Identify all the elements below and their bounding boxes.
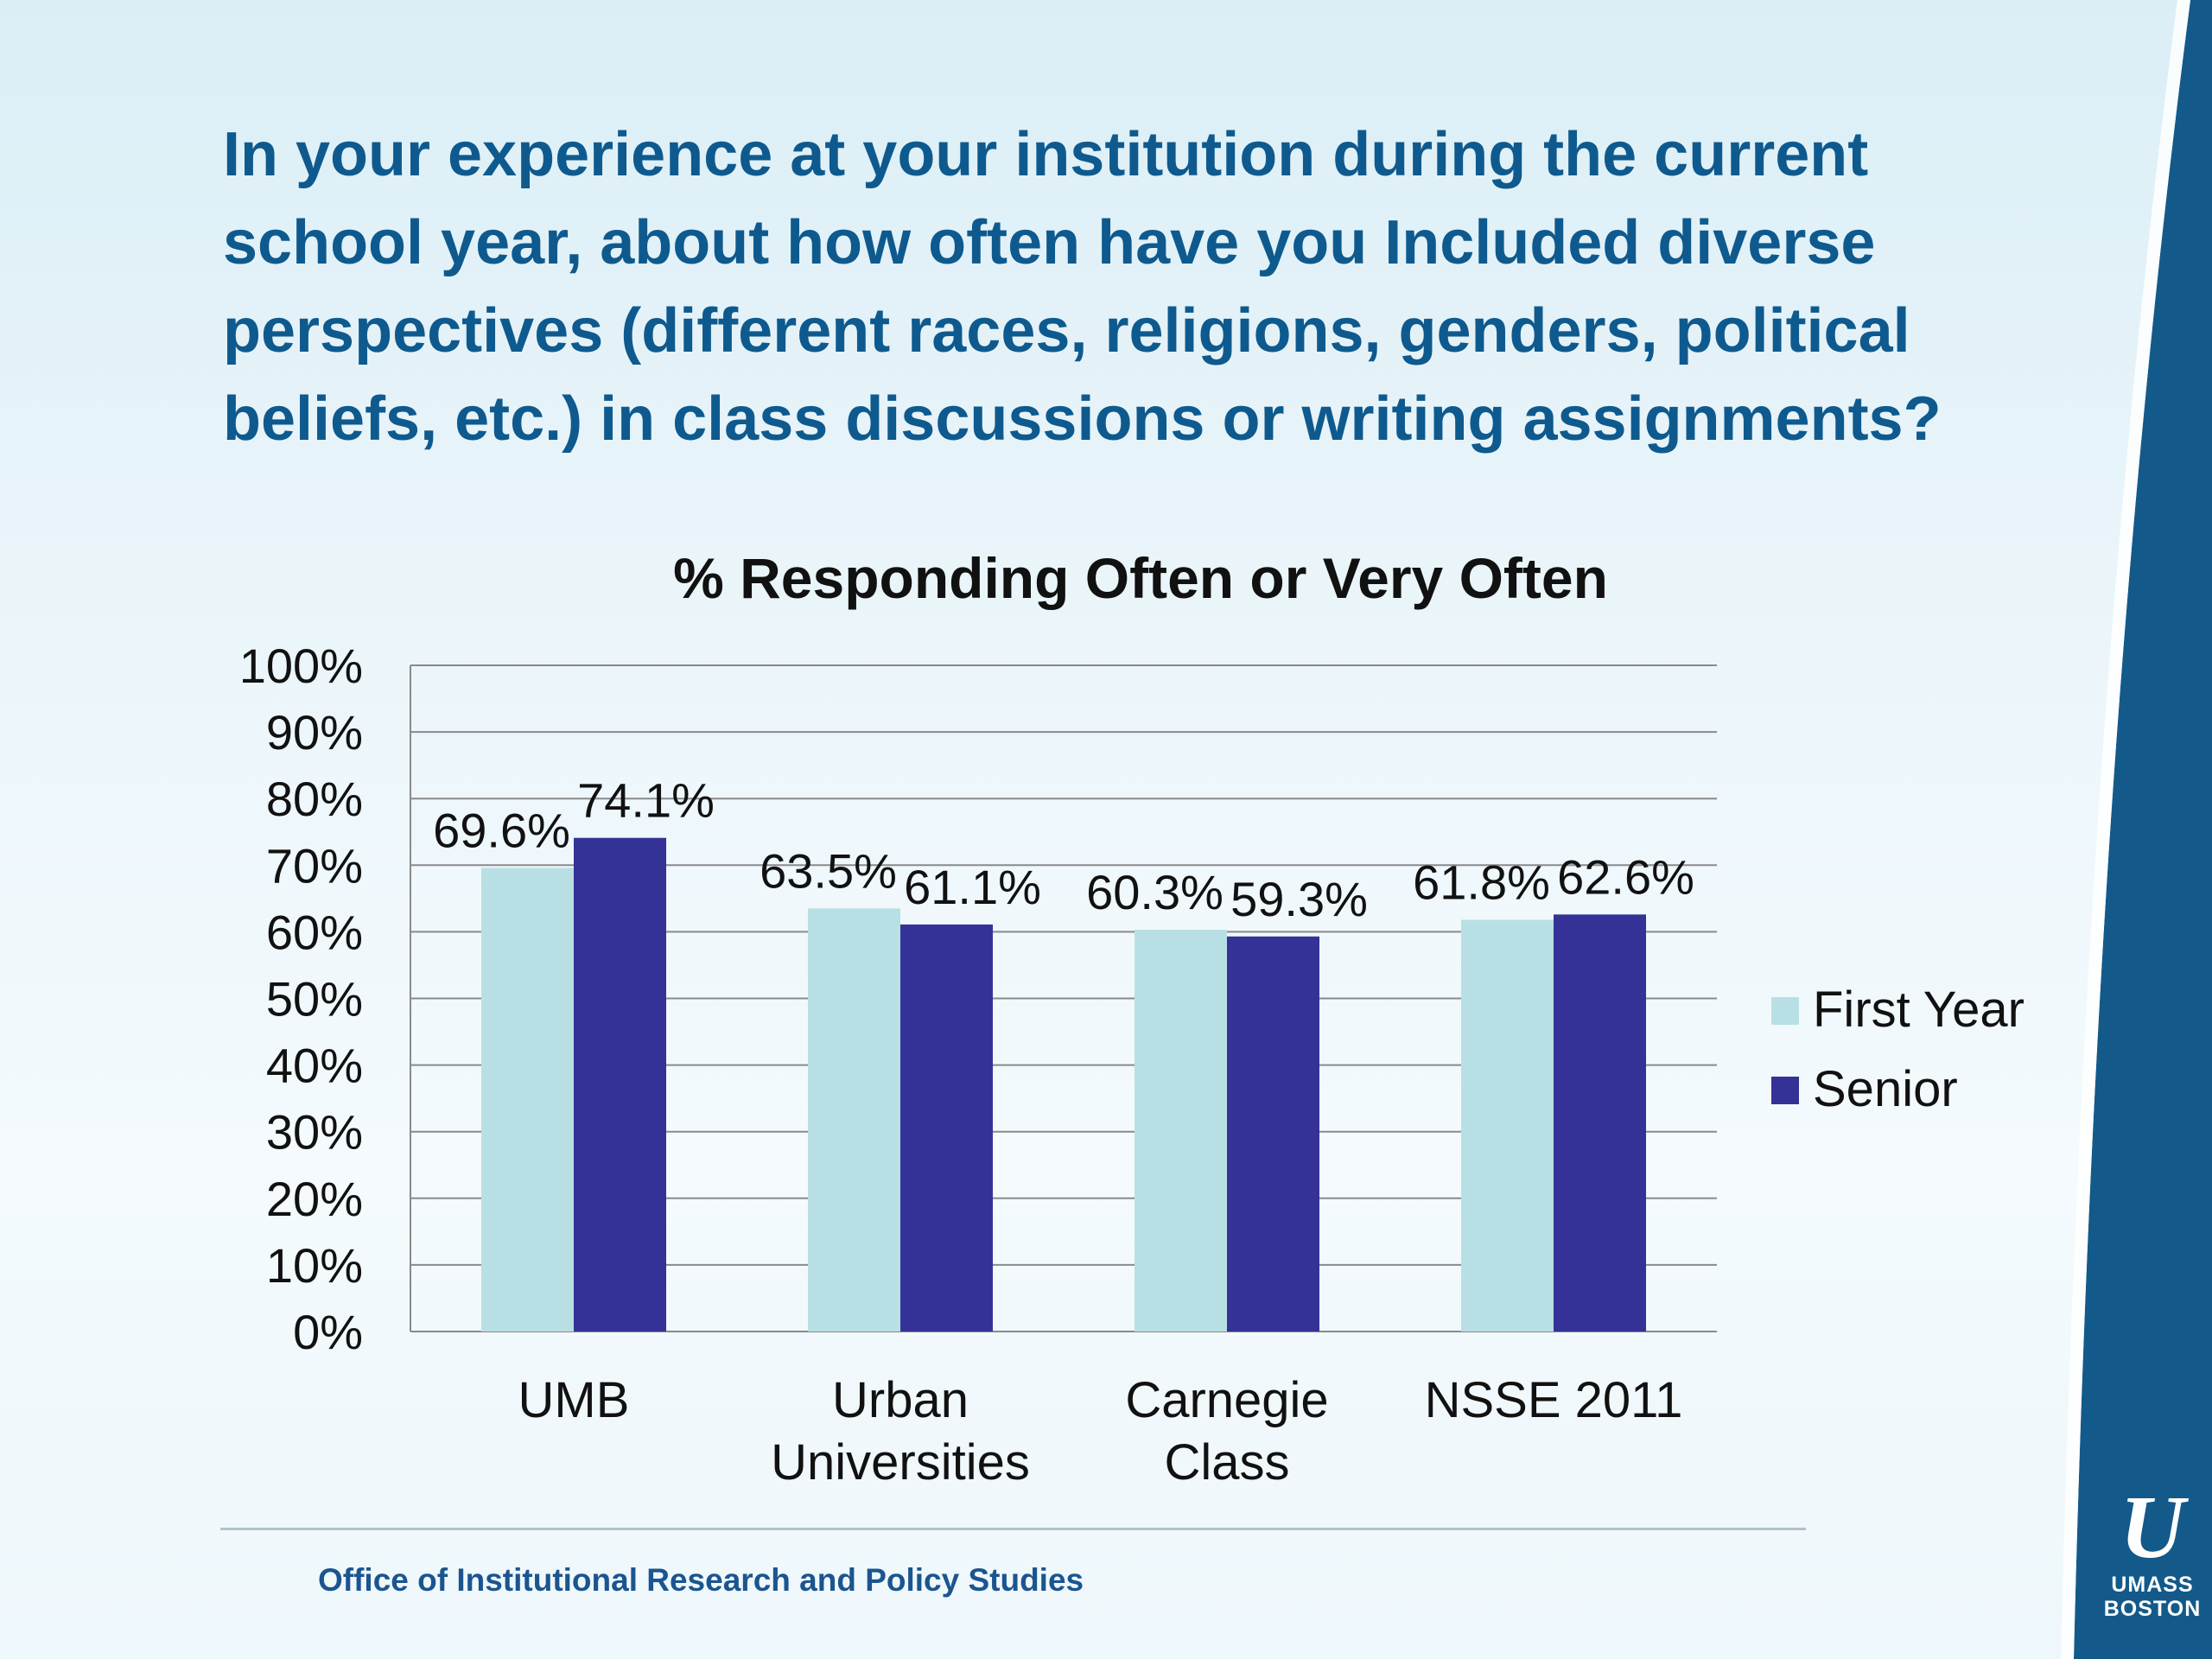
category-label: Universities xyxy=(771,1434,1030,1491)
footer-office-name: Office of Institutional Research and Pol… xyxy=(318,1562,1084,1598)
bar-first-year xyxy=(808,908,900,1332)
y-axis-ticks: 0% 10% 20% 30% 40% 50% 60% 70% 80% 90% 100% xyxy=(239,639,363,1359)
category-label: Urban xyxy=(832,1372,969,1428)
category-label: Carnegie xyxy=(1125,1372,1328,1428)
data-label: 63.5% xyxy=(760,843,897,898)
data-label: 59.3% xyxy=(1230,872,1368,926)
legend-swatch xyxy=(1771,1077,1799,1104)
category-label: NSSE 2011 xyxy=(1425,1372,1683,1428)
y-tick-label: 90% xyxy=(266,705,363,760)
y-tick-label: 30% xyxy=(266,1105,363,1160)
category-label: Class xyxy=(1164,1434,1289,1491)
chart-title: % Responding Often or Very Often xyxy=(673,546,1608,610)
legend-label: First Year xyxy=(1813,982,2024,1038)
data-label: 60.3% xyxy=(1086,865,1224,919)
logo-mark-icon: U xyxy=(2120,1478,2185,1577)
y-tick-label: 80% xyxy=(266,772,363,826)
y-tick-label: 0% xyxy=(293,1305,363,1359)
bar-senior xyxy=(1227,936,1319,1332)
bar-senior xyxy=(1554,914,1646,1332)
data-label: 69.6% xyxy=(433,803,570,857)
footer-divider xyxy=(220,1528,1806,1530)
bar-senior xyxy=(574,837,666,1332)
bar-senior xyxy=(900,924,993,1332)
umass-boston-logo: U UMASS BOSTON xyxy=(2101,1478,2203,1622)
y-tick-label: 10% xyxy=(266,1238,363,1293)
y-tick-label: 60% xyxy=(266,905,363,959)
legend-label: Senior xyxy=(1813,1061,1958,1117)
bars xyxy=(481,837,1646,1332)
bar-first-year xyxy=(481,868,574,1332)
data-label: 62.6% xyxy=(1557,849,1694,904)
legend-swatch xyxy=(1771,997,1799,1025)
y-tick-label: 70% xyxy=(266,838,363,893)
logo-text: UMASS BOSTON xyxy=(2103,1573,2202,1621)
category-label: UMB xyxy=(518,1372,630,1428)
data-label: 61.8% xyxy=(1413,855,1550,910)
y-tick-label: 50% xyxy=(266,972,363,1027)
y-tick-label: 20% xyxy=(266,1172,363,1226)
slide-title: In your experience at your institution d… xyxy=(223,120,1942,454)
legend: First Year Senior xyxy=(1771,982,2024,1117)
x-axis-categories: UMB Urban Universities Carnegie Class NSSE 20… xyxy=(518,1372,1683,1491)
y-tick-label: 40% xyxy=(266,1039,363,1093)
data-labels: 69.6%74.1% 63.5% 61.1% 60.3% 59.3% 61.8% 62.6% xyxy=(433,773,1694,926)
y-tick-label: 100% xyxy=(239,639,363,693)
bar-first-year xyxy=(1135,930,1227,1332)
bar-first-year xyxy=(1461,919,1554,1332)
data-label: 74.1% xyxy=(577,773,715,828)
data-label: 61.1% xyxy=(904,860,1041,914)
